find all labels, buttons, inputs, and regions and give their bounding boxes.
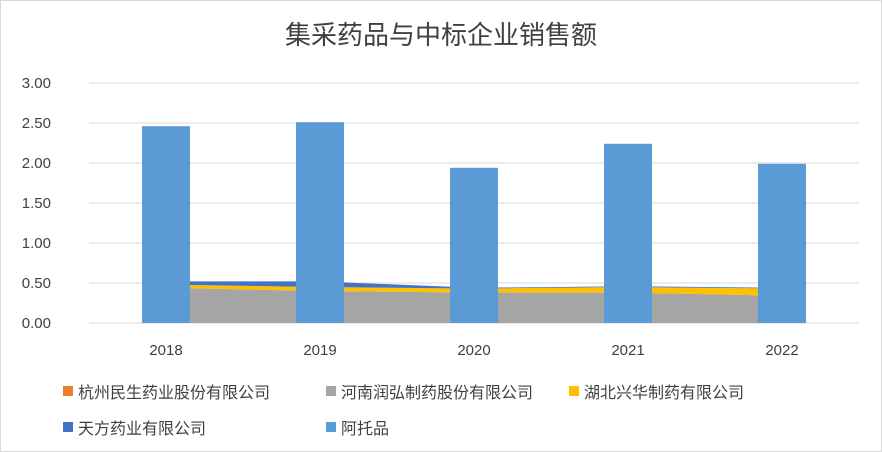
x-tick-label: 2019 <box>303 342 336 359</box>
chart-title: 集采药品与中标企业销售额 <box>284 21 597 51</box>
legend-label: 阿托品 <box>341 419 390 438</box>
y-tick-label: 1.00 <box>22 235 51 252</box>
legend-item: 河南润弘制药股份有限公司 <box>326 379 533 403</box>
x-axis-ticks: 2018 2019 2020 2021 2022 <box>149 342 798 359</box>
y-axis-ticks: 0.00 0.50 1.00 1.50 2.00 2.50 3.00 <box>22 75 51 332</box>
y-tick-label: 0.00 <box>22 315 51 332</box>
legend-swatch <box>326 386 336 396</box>
y-tick-label: 1.50 <box>22 195 51 212</box>
y-tick-label: 2.50 <box>22 115 51 132</box>
legend-item: 杭州民生药业股份有限公司 <box>63 379 270 403</box>
bar <box>758 163 806 323</box>
y-tick-label: 0.50 <box>22 275 51 292</box>
legend-swatch <box>63 386 73 396</box>
legend-item: 天方药业有限公司 <box>63 415 206 439</box>
y-tick-label: 3.00 <box>22 75 51 92</box>
bar <box>296 122 344 323</box>
legend-label: 天方药业有限公司 <box>78 419 207 438</box>
y-tick-label: 2.00 <box>22 155 51 172</box>
legend-label: 杭州民生药业股份有限公司 <box>78 383 271 402</box>
legend-swatch <box>63 422 73 432</box>
bar <box>604 143 652 323</box>
x-tick-label: 2020 <box>457 342 490 359</box>
legend-swatch <box>569 386 579 396</box>
x-tick-label: 2018 <box>149 342 182 359</box>
x-tick-label: 2021 <box>611 342 644 359</box>
legend-label: 河南润弘制药股份有限公司 <box>341 383 534 402</box>
legend-item: 阿托品 <box>326 415 389 439</box>
legend-item: 湖北兴华制药有限公司 <box>569 379 744 403</box>
bars <box>142 122 806 323</box>
bar <box>142 126 190 323</box>
legend-swatch <box>326 422 336 432</box>
x-tick-label: 2022 <box>765 342 798 359</box>
bar <box>450 167 498 323</box>
legend-label: 湖北兴华制药有限公司 <box>584 383 745 402</box>
